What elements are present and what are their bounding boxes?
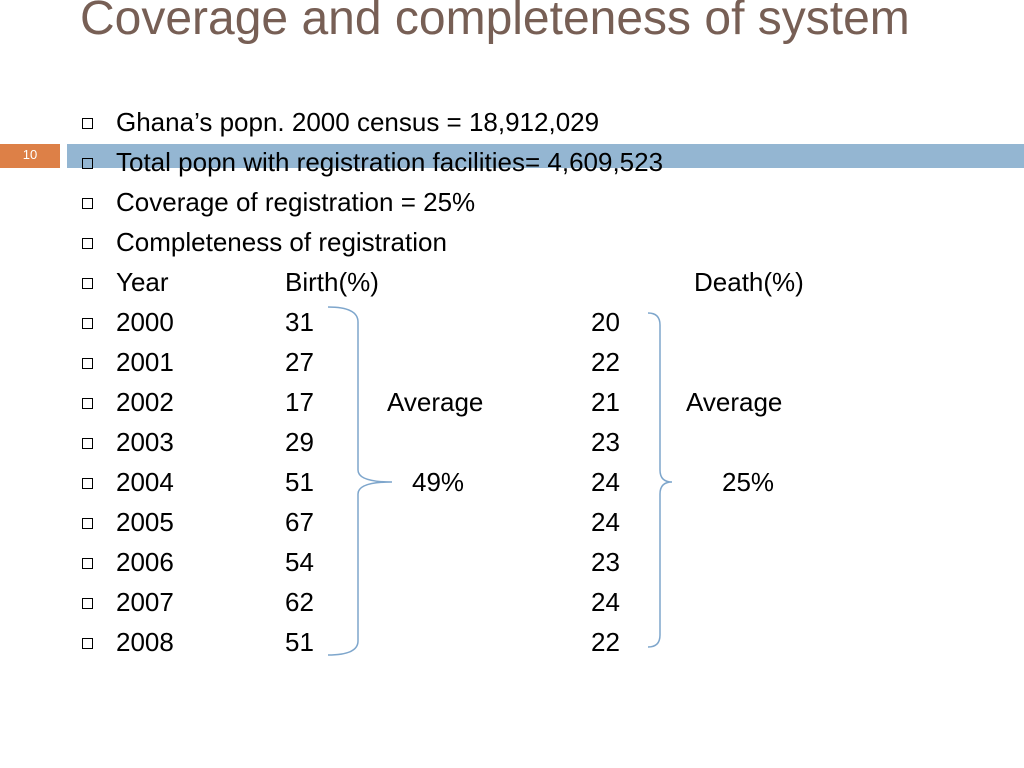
table-cell: 24 bbox=[591, 587, 620, 617]
table-cell: 20 bbox=[591, 307, 620, 337]
table-cell: 62 bbox=[285, 587, 314, 617]
table-cell: 54 bbox=[285, 547, 314, 577]
table-cell: 51 bbox=[285, 467, 314, 497]
bullet-text: Coverage of registration = 25% bbox=[116, 187, 476, 217]
table-cell: 2001 bbox=[116, 347, 174, 377]
average-value: 49% bbox=[412, 467, 465, 497]
table-header: Birth(%) bbox=[285, 267, 379, 297]
bullet-marker bbox=[82, 478, 93, 489]
table-cell: 24 bbox=[591, 467, 620, 497]
table-cell: 2002 bbox=[116, 387, 174, 417]
table-cell: 51 bbox=[285, 627, 314, 657]
table-header: Death(%) bbox=[694, 267, 804, 297]
bullet-marker bbox=[82, 198, 93, 209]
table-cell: 2007 bbox=[116, 587, 174, 617]
header-bar bbox=[67, 144, 1024, 168]
table-cell: 23 bbox=[591, 547, 620, 577]
bullet-marker bbox=[82, 638, 93, 649]
bullet-text: Completeness of registration bbox=[116, 227, 447, 257]
table-cell: 2003 bbox=[116, 427, 174, 457]
table-cell: 2000 bbox=[116, 307, 174, 337]
bullet-marker bbox=[82, 558, 93, 569]
table-cell: 2006 bbox=[116, 547, 174, 577]
bullet-marker bbox=[82, 358, 93, 369]
bullet-marker bbox=[82, 238, 93, 249]
bullet-marker bbox=[82, 158, 93, 169]
bullet-marker bbox=[82, 598, 93, 609]
table-cell: 2005 bbox=[116, 507, 174, 537]
table-cell: 67 bbox=[285, 507, 314, 537]
average-label: Average bbox=[686, 387, 783, 417]
table-cell: 17 bbox=[285, 387, 314, 417]
table-cell: 21 bbox=[591, 387, 620, 417]
table-cell: 2004 bbox=[116, 467, 174, 497]
table-cell: 2008 bbox=[116, 627, 174, 657]
table-cell: 22 bbox=[591, 627, 620, 657]
bullet-text: Ghana’s popn. 2000 census = 18,912,029 bbox=[116, 107, 600, 137]
birth-brace bbox=[327, 306, 393, 656]
table-cell: 24 bbox=[591, 507, 620, 537]
table-header: Year bbox=[116, 267, 169, 297]
bullet-marker bbox=[82, 518, 93, 529]
table-cell: 27 bbox=[285, 347, 314, 377]
slide-number: 10 bbox=[0, 144, 60, 168]
table-cell: 23 bbox=[591, 427, 620, 457]
bullet-text: Total popn with registration facilities=… bbox=[116, 147, 664, 177]
table-cell: 22 bbox=[591, 347, 620, 377]
table-cell: 29 bbox=[285, 427, 314, 457]
bullet-marker bbox=[82, 118, 93, 129]
average-label: Average bbox=[387, 387, 484, 417]
average-value: 25% bbox=[722, 467, 775, 497]
bullet-marker bbox=[82, 278, 93, 289]
table-cell: 31 bbox=[285, 307, 314, 337]
bullet-marker bbox=[82, 438, 93, 449]
slide-title: Coverage and completeness of system bbox=[80, 0, 910, 45]
death-brace bbox=[647, 312, 673, 648]
bullet-marker bbox=[82, 398, 93, 409]
bullet-marker bbox=[82, 318, 93, 329]
